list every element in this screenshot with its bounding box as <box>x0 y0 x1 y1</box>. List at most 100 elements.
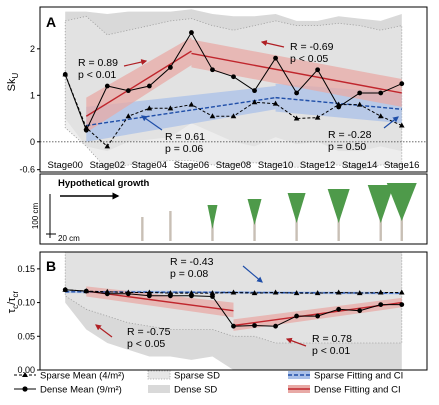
sparse-mean-point <box>230 289 237 295</box>
sparse-mean-point <box>125 113 132 119</box>
dense-mean-point <box>315 67 321 73</box>
annotation-a-dense-fall: R = -0.69 p < 0.05 <box>260 40 334 65</box>
growth-frame <box>39 173 428 245</box>
arrow-red <box>123 59 148 67</box>
legend-label: Dense Fitting and CI <box>314 385 401 396</box>
sparse-mean-point <box>377 113 384 119</box>
dense-mean-point <box>146 293 152 299</box>
dense-mean-point <box>62 71 68 77</box>
sparse-mean-point <box>398 122 405 128</box>
panel-b-y-ticks: 0.00 0.05 0.10 0.15 <box>17 264 40 375</box>
dense-mean-point <box>83 288 89 294</box>
stage-label: Stage02 <box>90 160 125 171</box>
panel-b-mean-series <box>62 286 405 329</box>
sparse-mean-point <box>293 290 300 296</box>
sparse-mean-point <box>272 100 279 106</box>
dense-mean-point <box>315 313 321 319</box>
legend-label: Dense Mean (9/m²) <box>40 385 122 396</box>
arrow-blue <box>141 115 163 131</box>
dense-mean-point <box>252 323 257 328</box>
panel-a-frame <box>39 6 428 173</box>
sparse-mean-point <box>146 289 153 295</box>
svg-text:R = 0.89: R = 0.89 <box>78 57 118 69</box>
sparse-sd-band <box>64 251 403 344</box>
dense-mean-point <box>294 90 299 96</box>
stage-label: Stage16 <box>384 160 419 171</box>
annotation-b-sparse: R = -0.43 p = 0.08 <box>170 256 263 283</box>
dense-mean-point <box>273 55 278 61</box>
svg-text:p = 0.50: p = 0.50 <box>328 141 366 153</box>
scale-horizontal-label: 20 cm <box>58 234 80 243</box>
sparse-fit-line-0 <box>86 96 276 127</box>
sparse-mean-point <box>314 114 321 120</box>
stage-label: Stage10 <box>258 160 293 171</box>
stage-label: Stage06 <box>174 160 209 171</box>
annotation-b-dense-rise: R = 0.78 p < 0.01 <box>285 333 352 357</box>
svg-text:R = -0.28: R = -0.28 <box>328 129 372 141</box>
dense-mean-point <box>62 287 68 293</box>
sparse-mean-point <box>146 105 153 111</box>
dense-mean-point <box>231 323 236 329</box>
legend-marker <box>22 386 28 392</box>
dense-mean-point <box>104 291 110 297</box>
dense-mean-point <box>357 90 363 96</box>
sparse-mean-line <box>65 289 402 294</box>
svg-text:R = -0.69: R = -0.69 <box>290 41 334 53</box>
dense-fit-line-1 <box>191 52 402 94</box>
panel-a-y-ticks: -0.6 0 1 2 <box>19 44 40 175</box>
legend-label: Sparse Mean (4/m²) <box>40 371 124 382</box>
dense-mean-point <box>399 81 405 87</box>
sparse-mean-point <box>230 113 237 119</box>
legend-label: Dense SD <box>174 385 217 396</box>
y-tick-label: 0.00 <box>17 365 35 375</box>
dense-mean-point <box>210 67 215 73</box>
legend-label: Sparse SD <box>174 371 220 382</box>
sparse-mean-point <box>251 99 258 105</box>
dense-mean-point <box>378 302 384 307</box>
dense-mean-point <box>357 308 363 314</box>
sparse-mean-point <box>209 290 216 296</box>
sparse-mean-point <box>188 101 195 107</box>
legend-item-dense-fit: Dense Fitting and CI <box>288 385 401 396</box>
legend-item-sparse-mean: Sparse Mean (4/m²) <box>14 371 124 382</box>
svg-text:p < 0.01: p < 0.01 <box>78 69 116 81</box>
dense-mean-point <box>336 306 342 312</box>
dense-mean-point <box>189 293 194 299</box>
plant-crown <box>247 199 262 225</box>
arrow-red <box>95 324 113 338</box>
plant-crown <box>367 185 394 223</box>
sparse-mean-point <box>209 113 216 119</box>
y-tick-label: -0.6 <box>19 165 35 175</box>
dense-mean-point <box>399 302 405 307</box>
sparse-mean-point <box>272 289 279 295</box>
dense-ci-band-0 <box>86 37 192 133</box>
svg-text:p = 0.06: p = 0.06 <box>165 143 203 155</box>
svg-text:R = 0.78: R = 0.78 <box>312 333 352 345</box>
dense-mean-point <box>125 291 131 297</box>
sparse-mean-point <box>377 289 384 295</box>
panel-a-mean-series <box>62 30 405 149</box>
dense-mean-point <box>168 65 173 70</box>
svg-text:p < 0.05: p < 0.05 <box>127 338 165 350</box>
sparse-mean-point <box>314 290 321 296</box>
growth-panel: Hypothetical growth 100 cm 20 cm <box>31 173 428 245</box>
svg-text:p < 0.01: p < 0.01 <box>312 345 350 357</box>
annotation-b-dense-fall: R = -0.75 p < 0.05 <box>95 324 171 350</box>
dense-mean-point <box>294 313 299 319</box>
y-tick-label: 0.10 <box>17 298 35 308</box>
sparse-mean-point <box>167 105 174 111</box>
arrow-blue <box>383 116 399 129</box>
legend-item-dense-sd: Dense SD <box>148 385 217 396</box>
panel-b-frame <box>39 251 428 371</box>
legend-item-sparse-sd: Sparse SD <box>147 371 220 382</box>
panel-a-stage-labels: Stage00 Stage02 Stage04 Stage06 Stage08 Stage… <box>48 160 420 171</box>
panel-b: 0.00 0.05 0.10 0.15 B τc/τcr R = -0.43 p = … <box>6 251 428 375</box>
svg-text:p < 0.05: p < 0.05 <box>290 53 328 65</box>
y-tick-label: 0 <box>30 137 35 147</box>
panel-b-y-label: τc/τcr <box>6 290 20 313</box>
legend-label: Sparse Fitting and CI <box>314 371 403 382</box>
sparse-mean-point <box>335 289 342 295</box>
svg-text:p = 0.08: p = 0.08 <box>170 268 208 280</box>
